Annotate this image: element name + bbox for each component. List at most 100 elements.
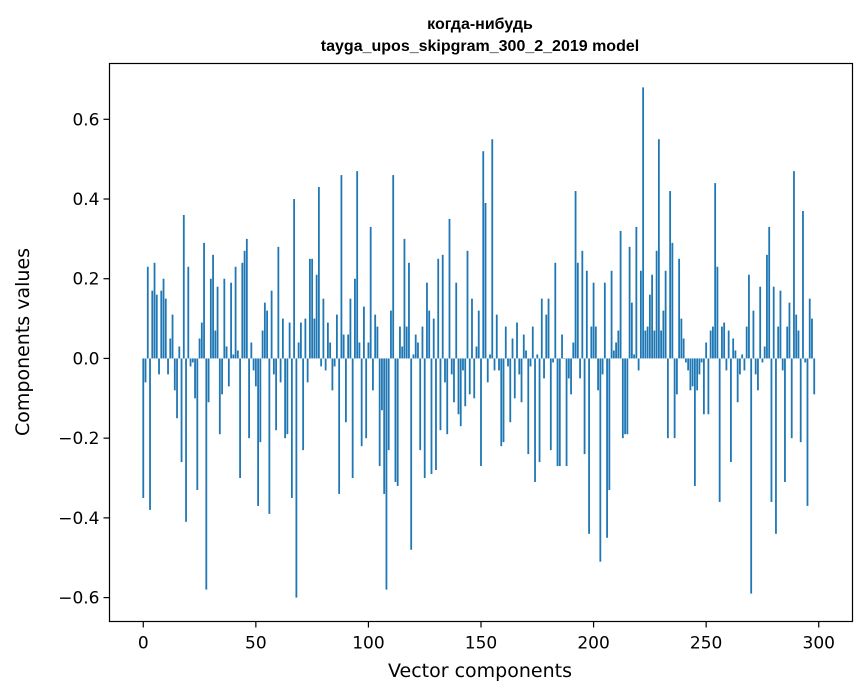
bar	[223, 278, 226, 359]
bar	[610, 270, 613, 359]
bar	[221, 358, 223, 395]
bar	[585, 270, 588, 359]
bar	[615, 342, 617, 359]
x-axis-label: Vector components	[388, 660, 572, 682]
y-tick-label: 0.2	[72, 270, 99, 290]
bar	[644, 330, 647, 359]
bar	[619, 230, 622, 359]
bar	[757, 358, 759, 391]
bar	[308, 258, 311, 359]
bar	[153, 262, 156, 359]
bar	[657, 139, 660, 359]
bar	[455, 282, 458, 359]
bar	[284, 358, 287, 439]
bar	[185, 358, 187, 522]
bar	[378, 358, 381, 467]
bar	[266, 310, 269, 359]
bar	[322, 298, 325, 359]
bar	[466, 250, 469, 359]
bar	[534, 358, 536, 482]
bar	[673, 358, 676, 439]
bar	[574, 191, 577, 359]
bar	[567, 358, 570, 379]
bar	[299, 322, 302, 359]
bar	[675, 358, 678, 395]
bar	[419, 358, 422, 451]
bar	[484, 203, 487, 359]
bar	[732, 338, 735, 359]
bar	[696, 358, 699, 391]
bar	[279, 358, 282, 383]
bar	[358, 342, 361, 359]
bar	[498, 358, 500, 371]
bar	[200, 322, 203, 359]
bar	[248, 358, 250, 439]
bar	[365, 358, 368, 439]
bar	[245, 238, 248, 359]
bar	[207, 358, 210, 403]
bar	[320, 358, 323, 367]
bar	[349, 298, 352, 359]
bar	[234, 266, 237, 359]
bar	[263, 302, 266, 359]
bar	[324, 358, 327, 371]
bar	[336, 314, 338, 359]
bar	[522, 334, 525, 359]
bar	[700, 358, 703, 363]
bar	[648, 294, 651, 359]
x-tick-label: 100	[352, 634, 384, 654]
bar	[579, 358, 581, 379]
bar	[155, 294, 158, 359]
bar	[545, 314, 548, 359]
y-axis-label: Components values	[12, 248, 34, 436]
bar	[468, 358, 471, 395]
bar	[651, 274, 654, 359]
bar	[270, 290, 273, 359]
bar	[441, 254, 444, 359]
bar	[775, 358, 777, 534]
bar	[311, 258, 314, 359]
bar	[390, 310, 392, 359]
bar	[439, 358, 442, 431]
x-tick-label: 0	[138, 634, 149, 654]
bar	[590, 326, 593, 359]
bar	[198, 338, 201, 359]
bar	[317, 187, 320, 359]
bar	[655, 250, 658, 359]
bar	[340, 175, 343, 359]
bar	[660, 330, 663, 359]
bar	[592, 282, 595, 359]
bar	[678, 258, 681, 359]
bar	[565, 358, 568, 467]
bar	[635, 226, 638, 359]
bar	[306, 358, 309, 383]
bar	[187, 266, 190, 359]
bar	[516, 322, 518, 359]
bar	[412, 354, 415, 359]
bar	[538, 358, 541, 463]
bar	[513, 358, 516, 399]
bar	[781, 358, 784, 371]
bar	[766, 254, 768, 359]
bar	[191, 358, 194, 363]
bar	[405, 326, 408, 359]
bar	[327, 322, 329, 359]
bar	[444, 358, 446, 383]
bar	[691, 358, 694, 387]
bar	[360, 358, 363, 447]
bar	[176, 358, 178, 419]
bar	[518, 358, 521, 375]
bar	[772, 286, 775, 359]
x-tick-label: 200	[577, 634, 609, 654]
bar	[369, 226, 372, 359]
bar	[146, 266, 149, 359]
bar	[549, 358, 552, 451]
bar	[345, 358, 347, 423]
bar	[739, 358, 741, 375]
bar	[381, 358, 383, 411]
bar	[797, 330, 800, 359]
bar	[225, 346, 228, 359]
x-tick-label: 250	[690, 634, 722, 654]
bar	[241, 262, 244, 359]
